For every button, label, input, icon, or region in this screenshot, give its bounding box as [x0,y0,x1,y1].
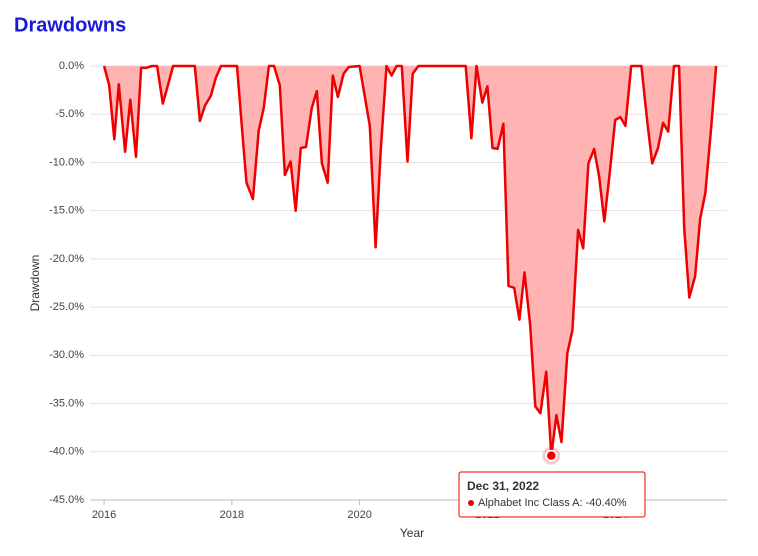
x-tick-label: 2020 [347,509,371,521]
chart-title: Drawdowns [14,14,126,36]
y-axis-label: Drawdown [28,255,42,312]
x-tick-label: 2016 [92,509,116,521]
y-tick-label: -25.0% [49,301,84,313]
y-tick-label: -15.0% [49,205,84,217]
x-axis-label: Year [400,526,424,540]
hover-point [545,449,558,462]
tooltip-box [458,471,646,518]
x-tick-label: 2018 [220,509,244,521]
tooltip-title: Dec 31, 2022 [467,479,539,493]
y-tick-label: -30.0% [49,349,84,361]
y-tick-label: -5.0% [55,108,84,120]
y-tick-label: -20.0% [49,253,84,265]
tooltip-swatch [468,500,474,506]
y-tick-label: -10.0% [49,156,84,168]
area [104,66,717,456]
y-tick-label: -35.0% [49,397,84,409]
tooltip-text: Alphabet Inc Class A: -40.40% [478,497,627,509]
y-tick-label: -40.0% [49,446,84,458]
y-tick-label: -45.0% [49,494,84,506]
line [102,64,718,457]
y-tick-label: 0.0% [59,60,84,72]
